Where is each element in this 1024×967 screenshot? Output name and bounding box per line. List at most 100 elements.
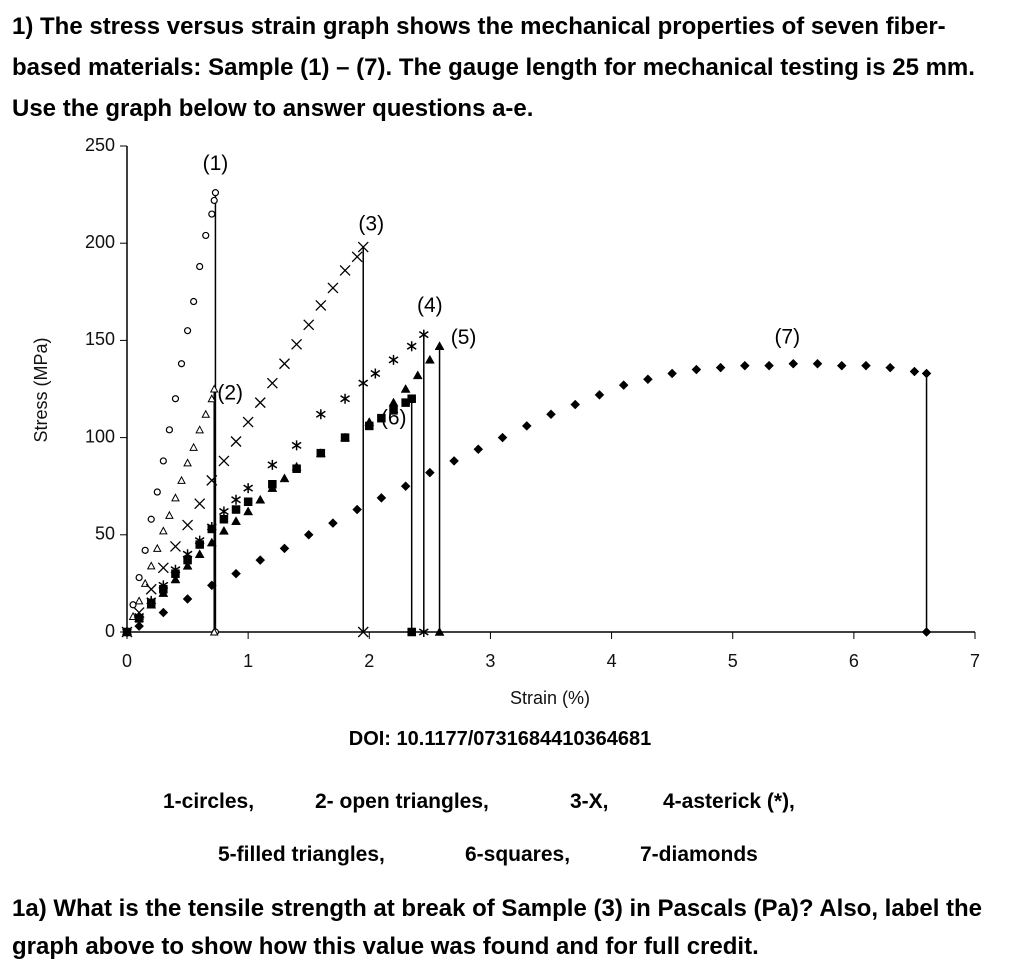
series-label: (7) xyxy=(774,325,800,348)
marker xyxy=(157,562,169,574)
x-tick-label: 5 xyxy=(728,651,738,671)
marker xyxy=(351,251,363,263)
marker xyxy=(434,626,445,636)
marker xyxy=(400,481,411,492)
marker xyxy=(209,384,219,393)
marker xyxy=(210,196,218,205)
marker xyxy=(208,210,216,218)
marker xyxy=(292,464,301,473)
marker xyxy=(146,598,156,608)
marker xyxy=(328,518,338,528)
marker xyxy=(219,514,229,524)
marker xyxy=(206,537,217,547)
marker xyxy=(153,488,161,496)
x-tick-label: 7 xyxy=(970,651,980,671)
marker xyxy=(546,409,556,420)
marker xyxy=(406,341,417,352)
marker xyxy=(715,362,726,373)
marker xyxy=(266,377,278,389)
marker xyxy=(739,360,750,371)
marker xyxy=(159,584,168,594)
y-axis-label: Stress (MPa) xyxy=(31,337,51,442)
marker xyxy=(885,362,896,373)
marker xyxy=(141,546,149,554)
marker xyxy=(909,366,920,377)
marker xyxy=(812,358,823,369)
marker xyxy=(134,596,144,605)
marker xyxy=(388,354,399,365)
marker xyxy=(861,360,871,371)
marker xyxy=(412,370,423,380)
marker xyxy=(365,421,374,431)
x-tick-label: 1 xyxy=(243,651,253,671)
marker xyxy=(407,627,416,637)
key-item: 7-diamonds xyxy=(640,843,758,866)
marker xyxy=(315,299,327,311)
marker xyxy=(134,614,144,623)
marker xyxy=(146,561,156,570)
marker xyxy=(122,627,132,637)
doi: DOI: 10.1177/0731684410364681 xyxy=(348,728,652,750)
x-tick-label: 0 xyxy=(122,651,132,671)
marker xyxy=(206,474,218,486)
marker xyxy=(194,549,205,558)
marker xyxy=(570,399,581,410)
marker xyxy=(643,374,653,385)
series-label: (2) xyxy=(217,382,243,405)
marker xyxy=(255,555,266,565)
marker xyxy=(376,493,387,503)
marker xyxy=(340,393,350,404)
marker xyxy=(196,262,204,271)
marker xyxy=(594,389,605,400)
marker xyxy=(340,433,350,442)
marker xyxy=(691,364,702,375)
marker xyxy=(183,458,192,467)
marker xyxy=(788,358,799,369)
marker xyxy=(230,436,242,447)
marker xyxy=(202,231,210,240)
marker xyxy=(243,506,254,516)
marker xyxy=(316,448,326,458)
marker xyxy=(357,626,369,638)
marker xyxy=(400,383,411,393)
marker xyxy=(418,329,429,340)
marker xyxy=(231,494,241,505)
series-label: (3) xyxy=(358,213,384,236)
marker xyxy=(159,526,168,535)
marker xyxy=(254,397,266,409)
marker xyxy=(201,409,211,418)
marker xyxy=(279,543,290,554)
marker xyxy=(473,444,484,455)
marker xyxy=(291,440,302,451)
subquestion: 1a) What is the tensile strength at brea… xyxy=(12,895,983,960)
marker xyxy=(303,529,314,540)
marker xyxy=(171,493,180,502)
marker xyxy=(165,426,173,434)
marker xyxy=(165,510,174,519)
marker xyxy=(370,368,381,379)
marker xyxy=(291,338,303,350)
marker xyxy=(358,378,369,389)
question: 1) The stress versus strain graph shows … xyxy=(12,13,975,122)
marker xyxy=(521,421,532,431)
marker xyxy=(303,319,315,331)
marker xyxy=(388,397,399,407)
y-tick-label: 0 xyxy=(105,621,115,641)
marker xyxy=(209,627,219,636)
marker xyxy=(255,494,266,504)
marker xyxy=(182,519,194,531)
marker xyxy=(147,515,155,523)
marker xyxy=(218,525,229,535)
y-tick-label: 50 xyxy=(95,524,115,544)
marker xyxy=(279,473,290,483)
series-label: (1) xyxy=(203,152,229,175)
marker xyxy=(206,580,217,591)
marker xyxy=(407,394,416,403)
marker xyxy=(836,360,847,371)
marker xyxy=(135,573,143,582)
marker xyxy=(190,297,198,306)
marker xyxy=(243,497,253,507)
key-item: 1-circles, xyxy=(163,790,255,813)
